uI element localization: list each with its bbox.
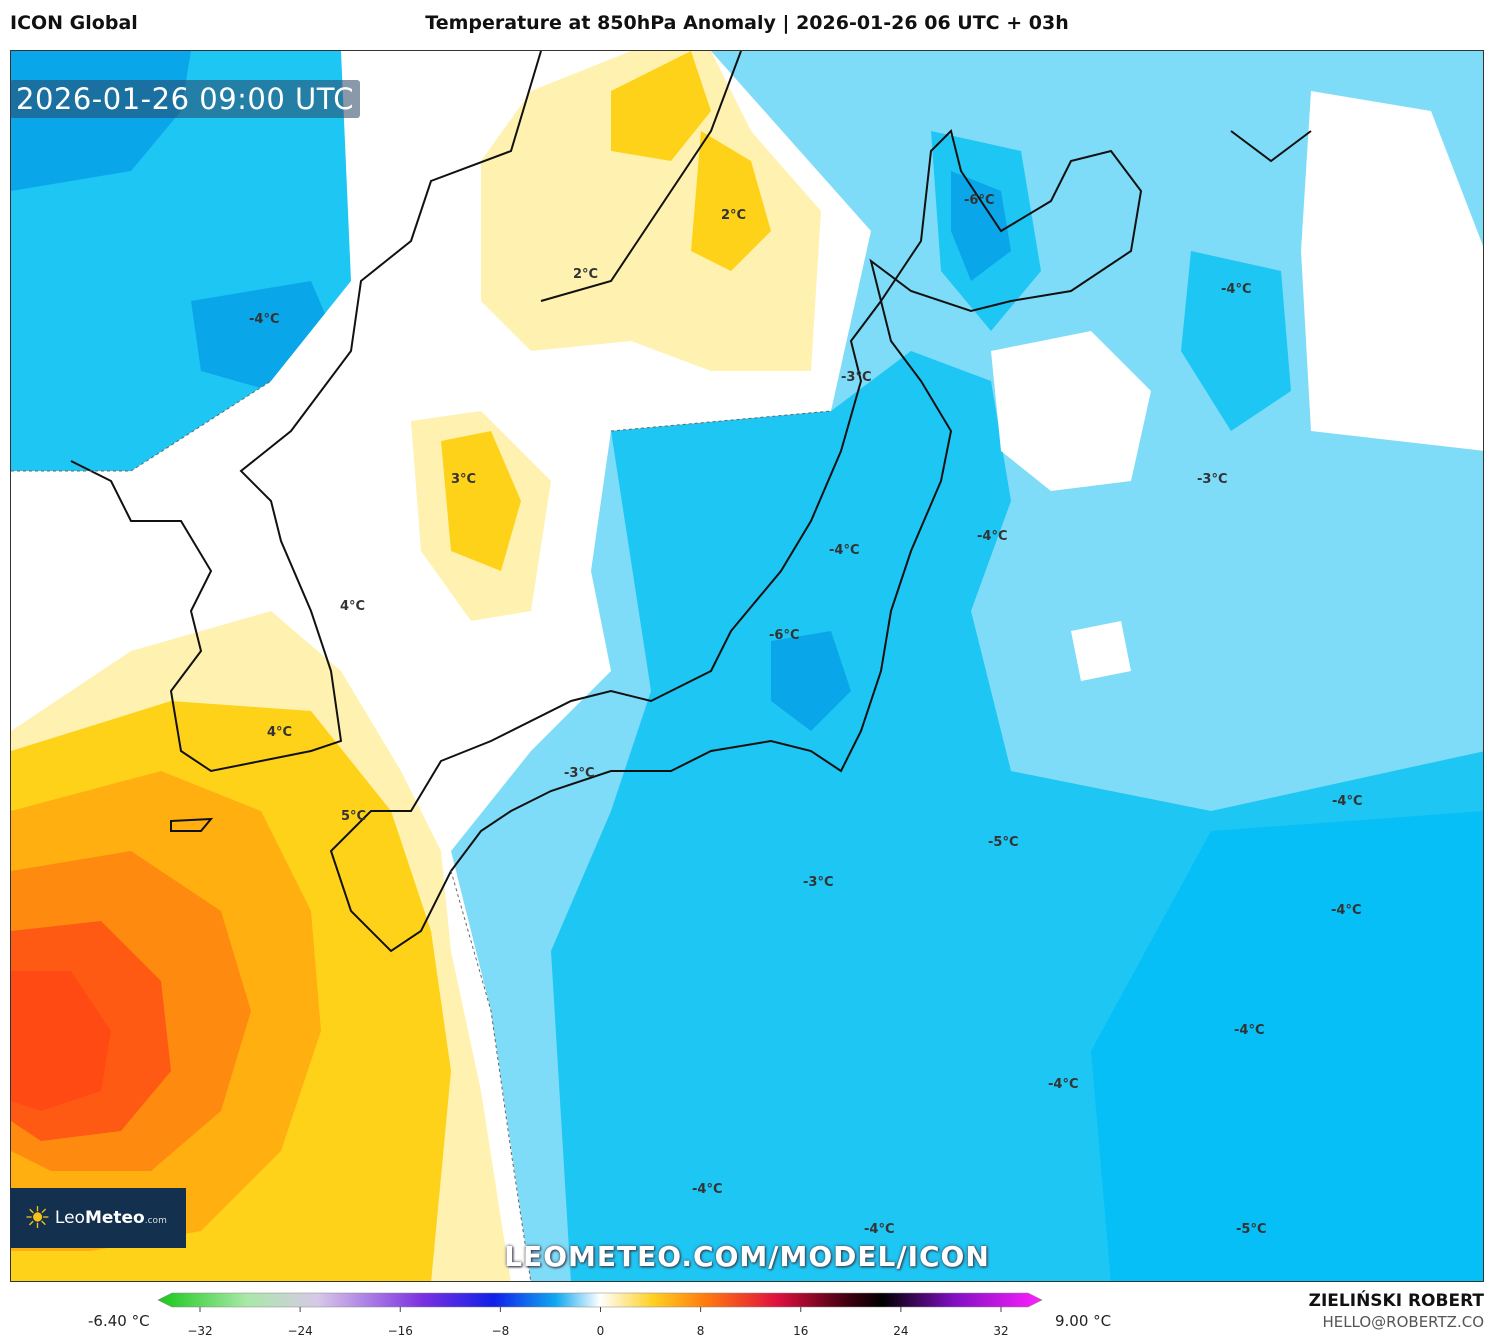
- leometeo-logo[interactable]: ☀ LeoMeteo.com: [10, 1188, 186, 1248]
- colorbar-tick-label: 0: [597, 1324, 605, 1338]
- isotherm-label: 4°C: [340, 599, 366, 614]
- sun-icon: ☀: [24, 1200, 51, 1236]
- isotherm-label: -5°C: [988, 835, 1019, 850]
- isotherm-label: -6°C: [769, 628, 800, 643]
- colorbar-tick-label: 24: [893, 1324, 908, 1338]
- isotherm-label: 4°C: [267, 725, 293, 740]
- colorbar-tick-label: −16: [388, 1324, 413, 1338]
- colorbar-min-label: -6.40 °C: [88, 1312, 150, 1330]
- isotherm-label: 5°C: [341, 809, 367, 824]
- isotherm-label: -4°C: [1048, 1077, 1079, 1092]
- logo-text: LeoMeteo.com: [54, 1208, 167, 1228]
- colorbar-tick-label: 16: [793, 1324, 808, 1338]
- isotherm-label: 2°C: [721, 208, 747, 223]
- isotherm-label: -4°C: [692, 1182, 723, 1197]
- colorbar-tick-label: −32: [187, 1324, 212, 1338]
- isotherm-label: -3°C: [803, 875, 834, 890]
- isotherm-label: -4°C: [249, 312, 280, 327]
- isotherm-label: -6°C: [964, 193, 995, 208]
- isotherm-label: 2°C: [573, 267, 599, 282]
- isotherm-label: -3°C: [1197, 472, 1228, 487]
- isotherm-label: -4°C: [977, 529, 1008, 544]
- author-name: ZIELIŃSKI ROBERT: [1308, 1291, 1484, 1311]
- map-title: Temperature at 850hPa Anomaly | 2026-01-…: [425, 12, 1069, 34]
- isotherm-label: -3°C: [841, 370, 872, 385]
- valid-time-badge: 2026-01-26 09:00 UTC: [10, 80, 361, 118]
- colorbar: −32 −24 −16 −8 0 8 16 24 32: [157, 1292, 1043, 1338]
- isotherm-label: -4°C: [829, 543, 860, 558]
- isotherm-label: -4°C: [864, 1222, 895, 1237]
- author-email[interactable]: HELLO@ROBERTZ.CO: [1322, 1313, 1484, 1331]
- isotherm-label: 3°C: [451, 472, 477, 487]
- colorbar-tick-label: 8: [697, 1324, 705, 1338]
- colorbar-gradient: [157, 1292, 1043, 1308]
- colorbar-max-label: 9.00 °C: [1055, 1312, 1112, 1330]
- isotherm-label: -4°C: [1332, 794, 1363, 809]
- isotherm-label: -5°C: [1236, 1222, 1267, 1237]
- isotherm-label: -4°C: [1221, 282, 1252, 297]
- colorbar-tick-label: −24: [287, 1324, 312, 1338]
- isotherm-label: -4°C: [1234, 1023, 1265, 1038]
- colorbar-tick-label: −8: [492, 1324, 510, 1338]
- model-name: ICON Global: [10, 12, 138, 34]
- colorbar-tick-label: 32: [993, 1324, 1008, 1338]
- map-panel: -6°C 2°C 2°C -4°C -4°C -3°C 3°C -3°C -4°…: [10, 50, 1484, 1282]
- temperature-anomaly-field: [11, 51, 1483, 1281]
- isotherm-label: -3°C: [564, 766, 595, 781]
- isotherm-label: -4°C: [1331, 903, 1362, 918]
- watermark-url: LEOMETEO.COM/MODEL/ICON: [504, 1240, 990, 1273]
